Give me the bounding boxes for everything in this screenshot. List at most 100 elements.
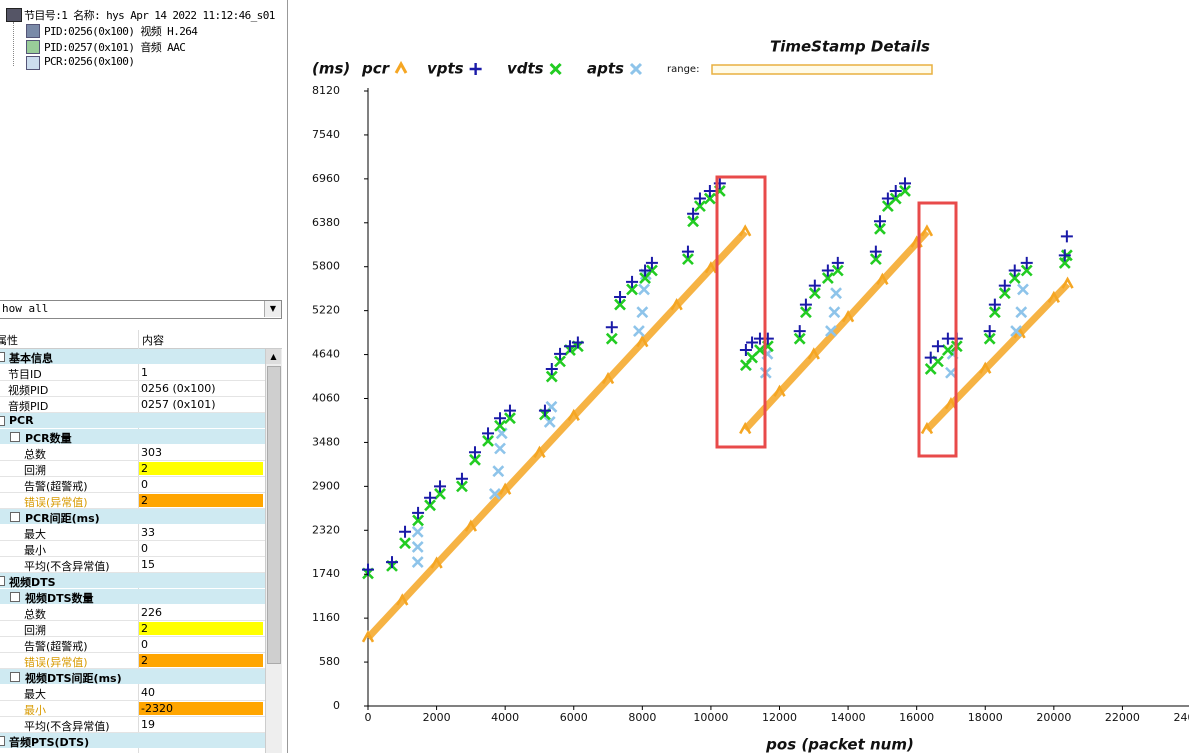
row-label: 音频PID: [8, 400, 49, 413]
expander[interactable]: [0, 416, 5, 426]
point: [430, 556, 443, 569]
y-tick-label: 5220: [312, 304, 340, 317]
point: [411, 556, 424, 569]
point: [704, 261, 718, 274]
group-label: 音频PTS(DTS): [9, 736, 90, 749]
value-highlight: [139, 654, 263, 667]
row-value: 0: [141, 638, 148, 651]
chart-title: TimeStamp Details: [770, 38, 930, 56]
x-tick-label: 2000: [423, 711, 451, 724]
point: [545, 370, 558, 383]
expander[interactable]: [0, 352, 5, 362]
point: [988, 306, 1001, 319]
group-row: [0, 573, 265, 588]
tree-item[interactable]: PID:0257(0x101) 音频 AAC: [44, 41, 186, 54]
y-tick-label: 6380: [312, 216, 340, 229]
row-label: 总数: [24, 448, 46, 461]
point: [1017, 283, 1029, 296]
row-label: 平均(不含异常值): [24, 560, 110, 573]
point: [399, 525, 412, 538]
point: [831, 256, 844, 269]
expander[interactable]: [0, 736, 5, 746]
point: [983, 325, 996, 338]
point: [563, 340, 576, 353]
row-label: 错误(异常值): [24, 656, 88, 669]
point: [754, 344, 766, 356]
value-highlight: [139, 462, 263, 475]
expander[interactable]: [10, 512, 20, 522]
point: [825, 325, 837, 338]
legend-label: vdts: [507, 60, 544, 78]
row-value: 40: [141, 686, 155, 699]
point: [361, 630, 375, 643]
point: [567, 408, 580, 422]
point: [499, 482, 512, 495]
tree-icon[interactable]: [26, 56, 40, 70]
expander[interactable]: [10, 592, 20, 602]
value-highlight: [139, 494, 263, 507]
dropdown-button[interactable]: ▼: [264, 301, 281, 317]
point: [841, 310, 855, 323]
legend-label: pcr: [361, 60, 391, 78]
row-value: 303: [141, 446, 162, 459]
point: [605, 321, 618, 334]
row-value: 0257 (0x101): [141, 398, 216, 411]
row-line: [0, 636, 265, 637]
legend-marker: [469, 63, 482, 75]
expander[interactable]: [10, 432, 20, 442]
row-line: [0, 620, 265, 621]
point: [920, 224, 934, 237]
chart-bg: [287, 0, 1189, 753]
tree-icon[interactable]: [26, 40, 40, 54]
point: [746, 336, 759, 349]
y-tick-label: 8120: [312, 84, 340, 97]
table-header: 内容: [142, 334, 164, 347]
x-tick-label: 10000: [693, 711, 728, 724]
row-value: 2: [141, 494, 148, 507]
legend-label: apts: [587, 60, 624, 78]
row-value: 0: [141, 478, 148, 491]
row-label: 错误(异常值): [24, 496, 88, 509]
point: [1020, 264, 1033, 277]
highlight-box: [715, 175, 767, 449]
tree-icon[interactable]: [6, 8, 22, 22]
point: [703, 192, 716, 205]
sub-label: 视频DTS数量: [25, 592, 94, 605]
tree-item[interactable]: PID:0256(0x100) 视频 H.264: [44, 25, 198, 38]
row-value: 226: [141, 606, 162, 619]
point: [636, 306, 649, 319]
sub-label: 视频DTS间距(ms): [25, 672, 122, 685]
point: [482, 434, 494, 447]
point: [979, 361, 992, 374]
legend-marker: [394, 60, 408, 74]
point: [998, 279, 1011, 292]
range-box[interactable]: [711, 64, 933, 75]
point: [412, 514, 424, 527]
point: [874, 222, 886, 235]
expander[interactable]: [0, 576, 5, 586]
point: [944, 397, 958, 410]
point: [1008, 272, 1021, 284]
dropdown[interactable]: [0, 300, 282, 319]
tree-item[interactable]: 节目号:1 名称: hys Apr 14 2022 11:12:46_s01: [24, 9, 275, 22]
row-label: 节目ID: [8, 368, 42, 381]
scroll-thumb[interactable]: [267, 366, 281, 664]
point: [399, 537, 411, 550]
scroll-up[interactable]: ▲: [266, 349, 281, 364]
tree-item[interactable]: PCR:0256(0x100): [44, 55, 135, 68]
dropdown-text[interactable]: how all: [2, 302, 49, 315]
point: [924, 351, 937, 364]
row-line: [0, 716, 265, 717]
row-line: [0, 556, 265, 557]
point: [881, 192, 894, 205]
point: [494, 412, 507, 425]
tree-icon[interactable]: [26, 24, 40, 38]
point: [411, 525, 424, 538]
row-line: [0, 492, 265, 493]
row-line: [0, 476, 265, 477]
expander[interactable]: [10, 672, 20, 682]
point: [601, 371, 615, 385]
point: [793, 325, 806, 338]
point: [739, 421, 752, 435]
y-tick-label: 3480: [312, 435, 340, 448]
